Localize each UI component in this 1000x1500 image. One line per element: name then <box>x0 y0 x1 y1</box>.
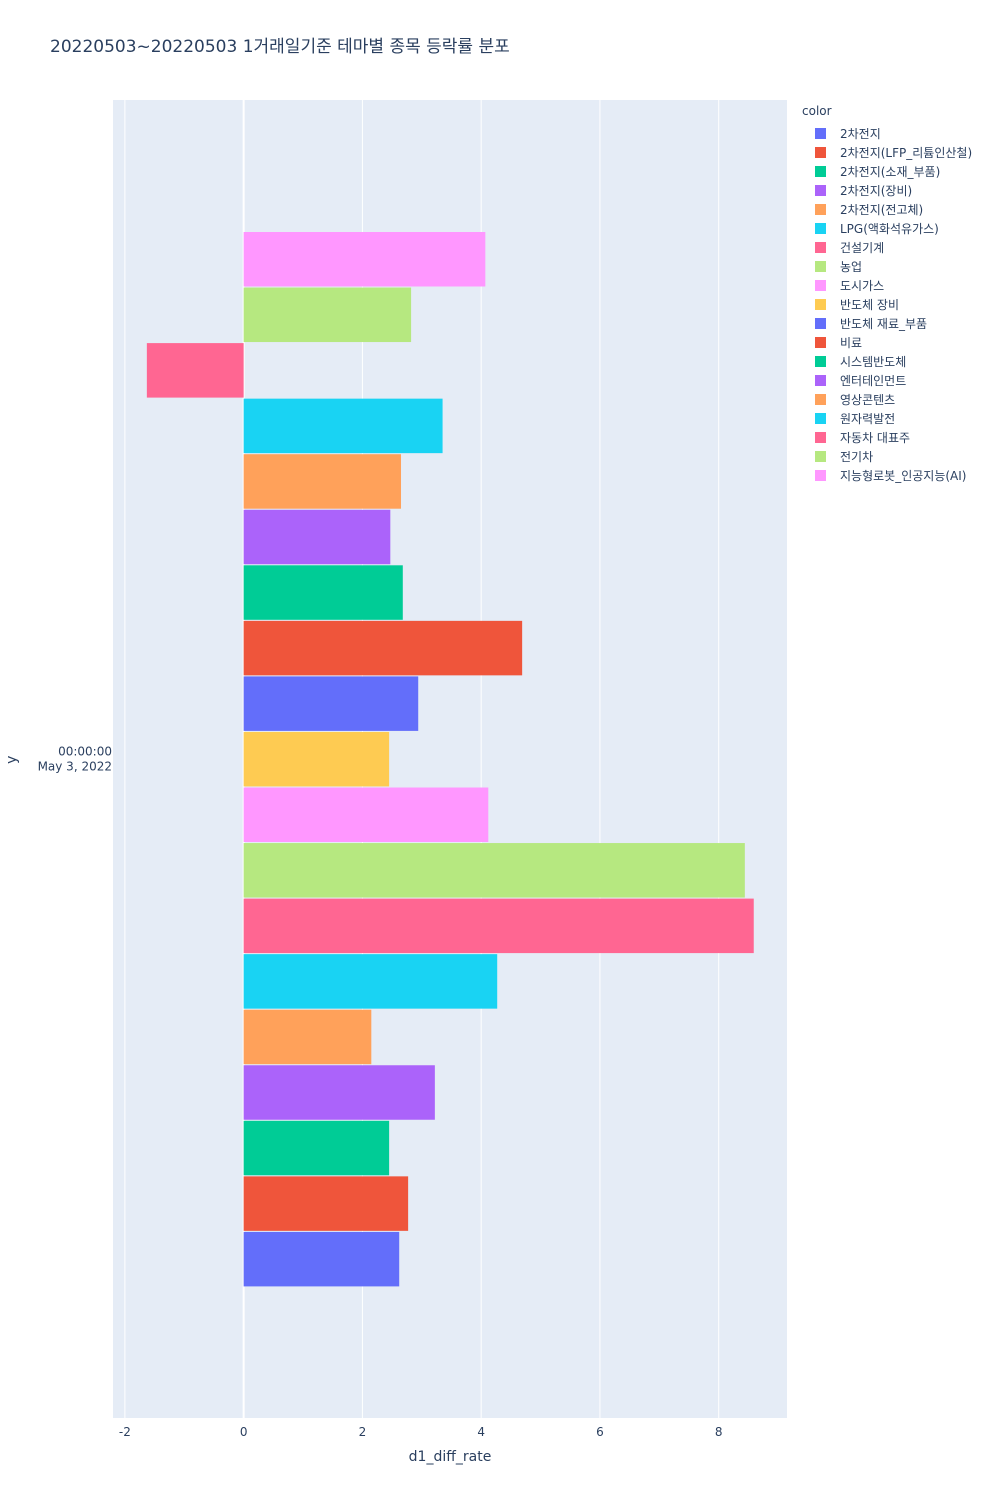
legend-swatch <box>815 299 826 310</box>
legend-item[interactable]: 2차전지(소재_부품) <box>802 162 972 181</box>
legend-label: 전기차 <box>840 450 874 464</box>
legend-item[interactable]: 엔터테인먼트 <box>802 371 972 390</box>
bar[interactable] <box>243 454 402 509</box>
bar[interactable] <box>243 1065 435 1120</box>
x-tick-label: -2 <box>119 1425 131 1439</box>
legend-label: 건설기계 <box>840 241 885 255</box>
legend-swatch <box>815 318 826 329</box>
legend-item[interactable]: 영상콘텐츠 <box>802 390 972 409</box>
legend-swatch <box>815 147 826 158</box>
bar[interactable] <box>243 1009 372 1065</box>
legend-swatch <box>815 413 826 424</box>
legend-label: 원자력발전 <box>840 412 896 426</box>
bar[interactable] <box>243 232 486 287</box>
bar[interactable] <box>243 898 754 954</box>
legend-swatch <box>815 280 826 291</box>
legend-label: 영상콘텐츠 <box>840 393 896 407</box>
legend-label: 엔터테인먼트 <box>840 374 907 388</box>
legend-swatch <box>815 337 826 348</box>
x-axis-title: d1_diff_rate <box>409 1449 492 1465</box>
legend-swatch <box>815 204 826 215</box>
bar[interactable] <box>243 787 489 843</box>
legend-item[interactable]: 원자력발전 <box>802 409 972 428</box>
legend-label: 2차전지(소재_부품) <box>840 165 941 179</box>
y-tick-label: 00:00:00 <box>58 745 112 759</box>
legend-item[interactable]: 비료 <box>802 333 972 352</box>
bar[interactable] <box>243 843 745 898</box>
legend-item[interactable]: 시스템반도체 <box>802 352 972 371</box>
legend-label: 2차전지 <box>840 127 881 141</box>
x-tick-label: 4 <box>477 1425 485 1439</box>
legend-title: color <box>802 104 832 118</box>
legend-swatch <box>815 185 826 196</box>
legend: color 2차전지 2차전지(LFP_리튬인산철) 2차전지(소재_부품) 2차전지… <box>802 104 972 485</box>
x-tick-label: 0 <box>240 1425 248 1439</box>
x-tick-label: 8 <box>715 1425 723 1439</box>
legend-label: 반도체 장비 <box>840 298 900 312</box>
legend-label: 도시가스 <box>840 279 885 293</box>
legend-item[interactable]: 도시가스 <box>802 276 972 295</box>
bar[interactable] <box>243 1176 409 1231</box>
legend-label: 2차전지(LFP_리튬인산철) <box>840 146 973 160</box>
legend-label: 농업 <box>840 260 863 274</box>
legend-label: 지능형로봇_인공지능(AI) <box>840 469 967 483</box>
bar[interactable] <box>243 676 419 731</box>
legend-label: 반도체 재료_부품 <box>840 317 928 331</box>
legend-item[interactable]: 반도체 장비 <box>802 295 972 314</box>
legend-item[interactable]: 전기차 <box>802 447 972 466</box>
x-tick-label: 2 <box>359 1425 367 1439</box>
legend-item[interactable]: 농업 <box>802 257 972 276</box>
legend-swatch <box>815 470 826 481</box>
bar[interactable] <box>243 620 523 676</box>
chart-title: 20220503~20220503 1거래일기준 테마별 종목 등락률 분포 <box>50 37 510 57</box>
legend-swatch <box>815 128 826 139</box>
legend-item[interactable]: 반도체 재료_부품 <box>802 314 972 333</box>
legend-swatch <box>815 166 826 177</box>
legend-label: 시스템반도체 <box>840 355 907 369</box>
y-axis-title: y <box>4 756 20 764</box>
legend-label: 자동차 대표주 <box>840 431 911 445</box>
legend-label: 비료 <box>840 336 863 350</box>
legend-swatch <box>815 451 826 462</box>
legend-item[interactable]: LPG(액화석유가스) <box>802 219 972 238</box>
legend-label: 2차전지(장비) <box>840 184 913 198</box>
bar[interactable] <box>243 509 391 565</box>
legend-label: LPG(액화석유가스) <box>840 222 939 236</box>
legend-label: 2차전지(전고체) <box>840 203 924 217</box>
legend-swatch <box>815 375 826 386</box>
bar[interactable] <box>243 1120 390 1176</box>
bar[interactable] <box>243 954 498 1009</box>
legend-swatch <box>815 261 826 272</box>
legend-swatch <box>815 356 826 367</box>
bar[interactable] <box>243 287 412 343</box>
plot-background <box>113 100 787 1418</box>
legend-item[interactable]: 자동차 대표주 <box>802 428 972 447</box>
legend-item[interactable]: 2차전지(LFP_리튬인산철) <box>802 143 972 162</box>
legend-swatch <box>815 432 826 443</box>
bar[interactable] <box>243 398 443 454</box>
legend-item[interactable]: 2차전지 <box>802 124 972 143</box>
legend-item[interactable]: 2차전지(장비) <box>802 181 972 200</box>
bar[interactable] <box>243 731 390 787</box>
bar[interactable] <box>243 565 403 620</box>
legend-item[interactable]: 건설기계 <box>802 238 972 257</box>
legend-item[interactable]: 지능형로봇_인공지능(AI) <box>802 466 972 485</box>
legend-swatch <box>815 242 826 253</box>
legend-item[interactable]: 2차전지(전고체) <box>802 200 972 219</box>
bar[interactable] <box>146 343 244 398</box>
legend-swatch <box>815 223 826 234</box>
y-tick-label: May 3, 2022 <box>38 760 112 774</box>
x-tick-label: 6 <box>596 1425 604 1439</box>
legend-swatch <box>815 394 826 405</box>
bar[interactable] <box>243 1231 400 1287</box>
